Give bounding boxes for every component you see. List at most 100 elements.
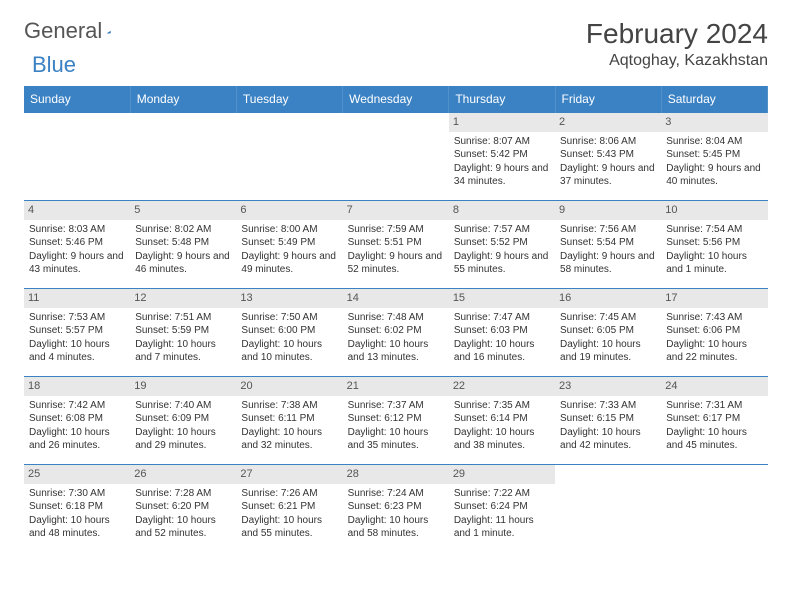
day-number: 27: [236, 465, 342, 484]
daylight-text: Daylight: 10 hours and 13 minutes.: [348, 338, 444, 365]
daylight-text: Daylight: 10 hours and 35 minutes.: [348, 426, 444, 453]
sunrise-text: Sunrise: 8:00 AM: [241, 223, 337, 237]
daylight-text: Daylight: 10 hours and 16 minutes.: [454, 338, 550, 365]
day-number: 15: [449, 289, 555, 308]
calendar-cell: 12 Sunrise: 7:51 AMSunset: 5:59 PMDayligh…: [130, 289, 236, 377]
day-number: 13: [236, 289, 342, 308]
col-friday: Friday: [555, 86, 661, 113]
daylight-text: Daylight: 10 hours and 58 minutes.: [348, 514, 444, 541]
calendar-cell: 9 Sunrise: 7:56 AMSunset: 5:54 PMDaylight…: [555, 201, 661, 289]
sunrise-text: Sunrise: 8:02 AM: [135, 223, 231, 237]
sunset-text: Sunset: 5:54 PM: [560, 236, 656, 250]
day-number: 26: [130, 465, 236, 484]
col-wednesday: Wednesday: [343, 86, 449, 113]
day-number: 18: [24, 377, 130, 396]
sunrise-text: Sunrise: 7:47 AM: [454, 311, 550, 325]
calendar-cell: 6Sunrise: 8:00 AMSunset: 5:49 PMDaylight…: [236, 201, 342, 289]
sunset-text: Sunset: 5:48 PM: [135, 236, 231, 250]
calendar-cell: [24, 113, 130, 201]
day-number: 3: [661, 113, 767, 132]
logo: General: [24, 18, 131, 44]
calendar-week-row: 18Sunrise: 7:42 AMSunset: 6:08 PMDayligh…: [24, 377, 768, 465]
day-number: 8: [449, 201, 555, 220]
day-number: 6: [236, 201, 342, 220]
sunrise-text: Sunrise: 7:45 AM: [560, 311, 656, 325]
day-number: 20: [236, 377, 342, 396]
sunrise-text: Sunrise: 8:03 AM: [29, 223, 125, 237]
sunrise-text: Sunrise: 7:48 AM: [348, 311, 444, 325]
sunset-text: Sunset: 6:24 PM: [454, 500, 550, 514]
calendar-cell: 14Sunrise: 7:48 AMSunset: 6:02 PMDayligh…: [343, 289, 449, 377]
calendar-cell: 29Sunrise: 7:22 AMSunset: 6:24 PMDayligh…: [449, 465, 555, 553]
sunrise-text: Sunrise: 7:51 AM: [135, 311, 231, 325]
day-number: 9: [555, 201, 661, 220]
day-number: [555, 465, 661, 484]
sunset-text: Sunset: 6:03 PM: [454, 324, 550, 338]
calendar-table: Sunday Monday Tuesday Wednesday Thursday…: [24, 86, 768, 553]
sunrise-text: Sunrise: 7:56 AM: [560, 223, 656, 237]
calendar-cell: 22Sunrise: 7:35 AMSunset: 6:14 PMDayligh…: [449, 377, 555, 465]
sunset-text: Sunset: 5:43 PM: [560, 148, 656, 162]
day-number: 10: [661, 201, 767, 220]
calendar-week-row: 4 Sunrise: 8:03 AMSunset: 5:46 PM Daylight…: [24, 201, 768, 289]
logo-text-blue: Blue: [32, 52, 76, 78]
daylight-text: Daylight: 9 hours and 58 minutes.: [560, 250, 656, 277]
sunset-text: Sunset: 5:59 PM: [135, 324, 231, 338]
sunset-text: Sunset: 6:20 PM: [135, 500, 231, 514]
sunrise-text: Sunrise: 7:50 AM: [241, 311, 337, 325]
day-number: 25: [24, 465, 130, 484]
sunrise-text: Sunrise: 7:59 AM: [348, 223, 444, 237]
col-tuesday: Tuesday: [236, 86, 342, 113]
title-block: February 2024 Aqtoghay, Kazakhstan: [586, 18, 768, 70]
day-number: 24: [661, 377, 767, 396]
sunset-text: Sunset: 6:23 PM: [348, 500, 444, 514]
calendar-cell: 10Sunrise: 7:54 AMSunset: 5:56 PMDayligh…: [661, 201, 767, 289]
sunrise-text: Sunrise: 8:04 AM: [666, 135, 762, 149]
sunset-text: Sunset: 5:49 PM: [241, 236, 337, 250]
day-number: 16: [555, 289, 661, 308]
calendar-week-row: 25Sunrise: 7:30 AMSunset: 6:18 PMDayligh…: [24, 465, 768, 553]
calendar-cell: 17Sunrise: 7:43 AMSunset: 6:06 PMDayligh…: [661, 289, 767, 377]
sunset-text: Sunset: 6:17 PM: [666, 412, 762, 426]
calendar-cell: 16Sunrise: 7:45 AMSunset: 6:05 PMDayligh…: [555, 289, 661, 377]
sunset-text: Sunset: 6:14 PM: [454, 412, 550, 426]
day-number: 12: [130, 289, 236, 308]
sunset-text: Sunset: 5:51 PM: [348, 236, 444, 250]
location-label: Aqtoghay, Kazakhstan: [586, 52, 768, 70]
sunrise-text: Sunrise: 7:31 AM: [666, 399, 762, 413]
calendar-cell: 23Sunrise: 7:33 AMSunset: 6:15 PMDayligh…: [555, 377, 661, 465]
sunrise-text: Sunrise: 7:43 AM: [666, 311, 762, 325]
day-number: 14: [343, 289, 449, 308]
calendar-week-row: 11Sunrise: 7:53 AMSunset: 5:57 PMDayligh…: [24, 289, 768, 377]
sunrise-text: Sunrise: 7:42 AM: [29, 399, 125, 413]
sunrise-text: Sunrise: 7:53 AM: [29, 311, 125, 325]
sunset-text: Sunset: 5:46 PM: [29, 236, 125, 250]
daylight-text: Daylight: 10 hours and 42 minutes.: [560, 426, 656, 453]
col-saturday: Saturday: [661, 86, 767, 113]
calendar-cell: 15 Sunrise: 7:47 AMSunset: 6:03 PMDayligh…: [449, 289, 555, 377]
calendar-cell: 11Sunrise: 7:53 AMSunset: 5:57 PMDayligh…: [24, 289, 130, 377]
daylight-text: Daylight: 10 hours and 26 minutes.: [29, 426, 125, 453]
sunset-text: Sunset: 5:45 PM: [666, 148, 762, 162]
calendar-cell: [236, 113, 342, 201]
day-number: 11: [24, 289, 130, 308]
daylight-text: Daylight: 10 hours and 4 minutes.: [29, 338, 125, 365]
calendar-cell: 19Sunrise: 7:40 AMSunset: 6:09 PMDayligh…: [130, 377, 236, 465]
calendar-cell: 5Sunrise: 8:02 AMSunset: 5:48 PMDaylight…: [130, 201, 236, 289]
month-title: February 2024: [586, 18, 768, 50]
calendar-cell: 20Sunrise: 7:38 AMSunset: 6:11 PMDayligh…: [236, 377, 342, 465]
col-sunday: Sunday: [24, 86, 130, 113]
calendar-cell: [130, 113, 236, 201]
calendar-cell: 27Sunrise: 7:26 AMSunset: 6:21 PMDayligh…: [236, 465, 342, 553]
sunset-text: Sunset: 6:05 PM: [560, 324, 656, 338]
daylight-text: Daylight: 10 hours and 38 minutes.: [454, 426, 550, 453]
col-monday: Monday: [130, 86, 236, 113]
day-number: 19: [130, 377, 236, 396]
daylight-text: Daylight: 10 hours and 7 minutes.: [135, 338, 231, 365]
sunrise-text: Sunrise: 8:07 AM: [454, 135, 550, 149]
daylight-text: Daylight: 10 hours and 48 minutes.: [29, 514, 125, 541]
sunset-text: Sunset: 6:09 PM: [135, 412, 231, 426]
sunrise-text: Sunrise: 7:54 AM: [666, 223, 762, 237]
sunset-text: Sunset: 6:00 PM: [241, 324, 337, 338]
day-number: 4: [24, 201, 130, 220]
